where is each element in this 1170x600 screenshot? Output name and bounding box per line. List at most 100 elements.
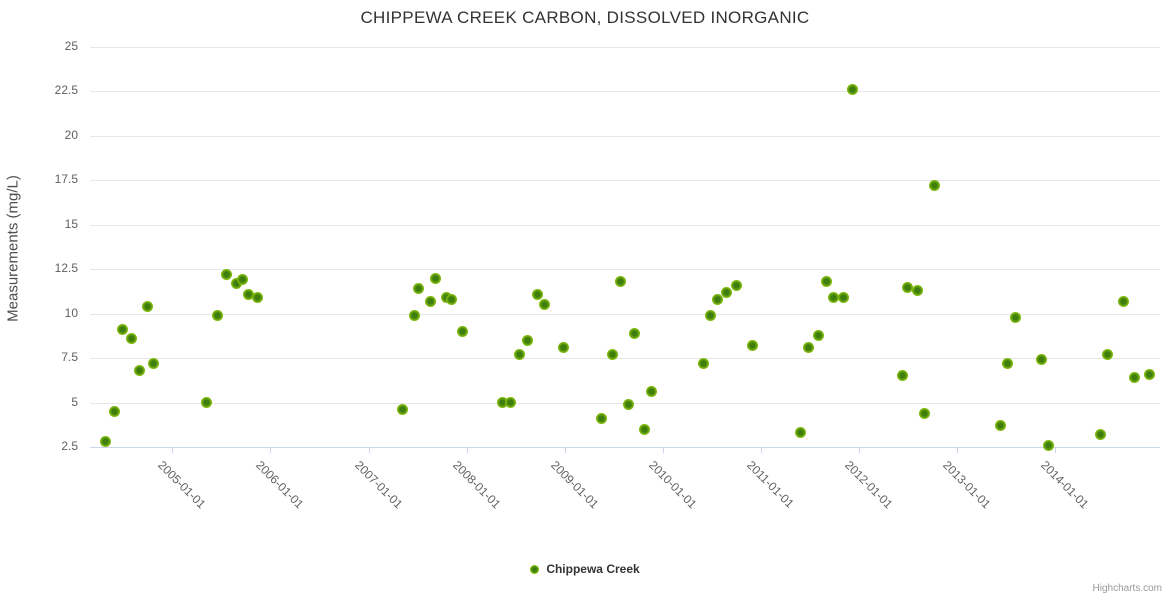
- x-axis-tick: [760, 447, 762, 453]
- data-point[interactable]: [698, 357, 710, 369]
- data-point[interactable]: [558, 341, 570, 353]
- y-axis-tick-label: 10: [64, 305, 78, 320]
- y-gridline: [90, 358, 1160, 360]
- data-point[interactable]: [1118, 295, 1130, 307]
- data-point[interactable]: [646, 386, 658, 398]
- data-point[interactable]: [497, 397, 509, 409]
- data-point[interactable]: [919, 407, 931, 419]
- x-axis-tick-label: 2005-01-01: [155, 458, 209, 512]
- data-point[interactable]: [705, 309, 717, 321]
- data-point[interactable]: [148, 357, 160, 369]
- x-axis-tick: [956, 447, 958, 453]
- data-point[interactable]: [100, 436, 112, 448]
- data-point[interactable]: [1143, 368, 1155, 380]
- x-axis-tick: [368, 447, 370, 453]
- x-axis-tick-label: 2014-01-01: [1038, 458, 1092, 512]
- data-point[interactable]: [440, 292, 452, 304]
- data-point[interactable]: [813, 329, 825, 341]
- data-point[interactable]: [397, 404, 409, 416]
- data-point[interactable]: [230, 277, 242, 289]
- y-axis-tick-label: 7.5: [61, 350, 78, 365]
- data-point[interactable]: [429, 272, 441, 284]
- x-axis-tick: [172, 447, 174, 453]
- y-axis-tick-label: 17.5: [54, 172, 78, 187]
- data-point[interactable]: [628, 327, 640, 339]
- y-axis-title: Measurements (mg/L): [4, 175, 22, 322]
- x-axis-tick: [270, 447, 272, 453]
- data-point[interactable]: [827, 292, 839, 304]
- data-point[interactable]: [846, 84, 858, 96]
- data-point[interactable]: [821, 276, 833, 288]
- y-axis-tick-label: 25: [64, 39, 78, 53]
- data-point[interactable]: [1035, 354, 1047, 366]
- data-point[interactable]: [201, 397, 213, 409]
- x-axis-tick-label: 2007-01-01: [351, 458, 405, 512]
- y-axis-tick-label: 20: [64, 127, 78, 142]
- data-point[interactable]: [457, 325, 469, 337]
- y-axis-tick-label: 22.5: [54, 83, 78, 98]
- data-point[interactable]: [994, 420, 1006, 432]
- data-point[interactable]: [109, 405, 121, 417]
- data-point[interactable]: [721, 286, 732, 298]
- y-axis-tick-label: 12.5: [54, 261, 78, 276]
- data-point[interactable]: [1129, 372, 1140, 384]
- y-gridline: [90, 313, 1160, 315]
- highcharts-credits-link[interactable]: Highcharts.com: [1092, 583, 1162, 594]
- data-point[interactable]: [1042, 439, 1054, 451]
- data-point[interactable]: [1002, 357, 1014, 369]
- y-gridline: [90, 269, 1160, 271]
- data-point[interactable]: [803, 341, 815, 353]
- data-point[interactable]: [125, 333, 137, 345]
- data-point[interactable]: [607, 349, 619, 361]
- x-axis-tick-label: 2011-01-01: [743, 458, 797, 511]
- x-axis-tick-label: 2006-01-01: [253, 458, 307, 512]
- y-gridline: [90, 224, 1160, 226]
- data-point[interactable]: [211, 309, 223, 321]
- data-point[interactable]: [413, 283, 425, 295]
- data-point[interactable]: [424, 295, 436, 307]
- data-point[interactable]: [837, 292, 849, 304]
- data-point[interactable]: [237, 274, 249, 286]
- data-point[interactable]: [1101, 349, 1113, 361]
- data-point[interactable]: [794, 427, 806, 439]
- x-axis-tick: [662, 447, 664, 453]
- data-point[interactable]: [116, 324, 128, 336]
- data-point[interactable]: [252, 292, 264, 304]
- x-axis-tick-label: 2010-01-01: [645, 458, 700, 512]
- data-point[interactable]: [446, 293, 458, 305]
- legend-item-chippewa-creek[interactable]: Chippewa Creek: [0, 562, 1170, 576]
- x-axis-tick: [1055, 447, 1057, 453]
- y-axis-tick-label: 2.5: [61, 439, 78, 453]
- x-axis-tick-label: 2009-01-01: [547, 458, 602, 512]
- data-point[interactable]: [912, 285, 924, 297]
- data-point[interactable]: [521, 334, 533, 346]
- data-point[interactable]: [133, 365, 145, 377]
- data-point[interactable]: [1010, 311, 1022, 323]
- data-point[interactable]: [622, 398, 634, 410]
- data-point[interactable]: [142, 301, 154, 313]
- legend-label: Chippewa Creek: [546, 562, 640, 576]
- data-point[interactable]: [514, 349, 526, 361]
- data-point[interactable]: [928, 180, 940, 192]
- data-point[interactable]: [615, 276, 627, 288]
- data-point[interactable]: [747, 340, 759, 352]
- chart-title: CHIPPEWA CREEK CARBON, DISSOLVED INORGAN…: [360, 8, 810, 27]
- data-point[interactable]: [220, 269, 232, 281]
- data-point[interactable]: [409, 309, 421, 321]
- data-point[interactable]: [902, 281, 914, 293]
- data-point[interactable]: [1094, 429, 1106, 441]
- data-point[interactable]: [538, 299, 550, 311]
- x-axis-tick-label: 2008-01-01: [449, 458, 504, 512]
- data-point[interactable]: [505, 397, 517, 409]
- y-axis-tick-label: 5: [71, 394, 78, 409]
- data-point[interactable]: [531, 288, 543, 300]
- data-point[interactable]: [243, 288, 255, 300]
- x-axis-line: [90, 447, 1160, 448]
- data-point[interactable]: [896, 370, 908, 382]
- data-point[interactable]: [596, 413, 608, 425]
- data-point[interactable]: [638, 423, 650, 435]
- data-point[interactable]: [712, 293, 724, 305]
- y-gridline: [90, 91, 1160, 93]
- data-point[interactable]: [730, 279, 742, 291]
